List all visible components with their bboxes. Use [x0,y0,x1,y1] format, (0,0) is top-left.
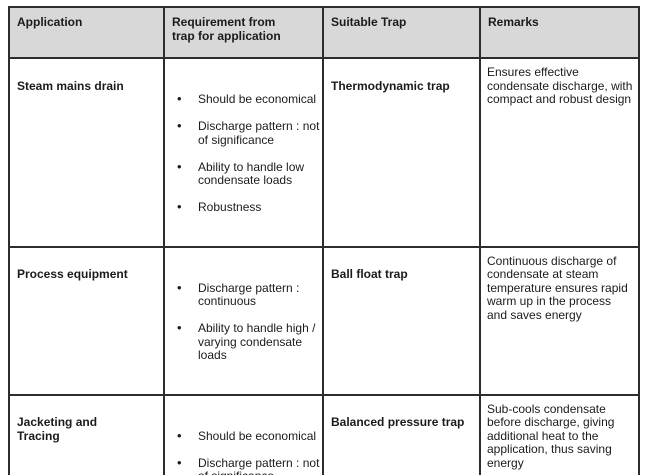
header-remarks: Remarks [479,6,640,59]
table-row: Process equipment Discharge pattern : co… [8,245,640,396]
requirements-list: Should be economical Discharge pattern :… [168,80,320,229]
trap-name: Thermodynamic trap [331,78,450,93]
requirement-item: Ability to handle low condensate loads [168,160,320,188]
requirements-list: Should be economical Discharge pattern :… [168,416,320,475]
suitable-trap-cell: Balanced pressure trap [322,393,481,475]
trap-name: Balanced pressure trap [331,415,465,429]
application-cell: Jacketing and Tracing [8,393,165,475]
requirement-item: Discharge pattern : not of significance [168,119,320,147]
application-cell: Process equipment [8,245,165,396]
requirement-item: Discharge pattern : continuous [168,281,320,309]
remarks-cell: Continuous discharge of condensate at st… [479,245,640,396]
requirements-cell: Should be economical Discharge pattern :… [163,57,324,248]
application-cell: Steam mains drain [8,57,165,248]
application-title: Jacketing and Tracing [17,415,98,443]
requirements-cell: Discharge pattern : continuous Ability t… [163,245,324,396]
requirement-item: Ability to handle high / varying condens… [168,321,320,363]
header-application: Application [8,6,165,59]
remarks-cell: Ensures effective condensate discharge, … [479,57,640,248]
requirements-cell: Should be economical Discharge pattern :… [163,393,324,475]
requirement-item: Should be economical [168,92,320,107]
header-requirement: Requirement from trap for application [163,6,324,59]
suitable-trap-cell: Thermodynamic trap [322,57,481,248]
application-title: Steam mains drain [17,78,124,93]
application-title: Process equipment [17,267,128,281]
requirement-item: Discharge pattern : not of significance [168,456,320,475]
remarks-cell: Sub-cools condensate before discharge, g… [479,393,640,475]
table-row: Jacketing and Tracing Should be economic… [8,393,640,475]
suitable-trap-cell: Ball float trap [322,245,481,396]
steam-trap-selection-table: Application Requirement from trap for ap… [8,6,640,475]
header-row: Application Requirement from trap for ap… [8,6,640,59]
requirements-list: Discharge pattern : continuous Ability t… [168,268,320,376]
requirement-item: Robustness [168,200,320,215]
header-suitable-trap: Suitable Trap [322,6,481,59]
requirement-item: Should be economical [168,429,320,444]
table-row: Steam mains drain Should be economical D… [8,57,640,248]
trap-name: Ball float trap [331,267,408,281]
